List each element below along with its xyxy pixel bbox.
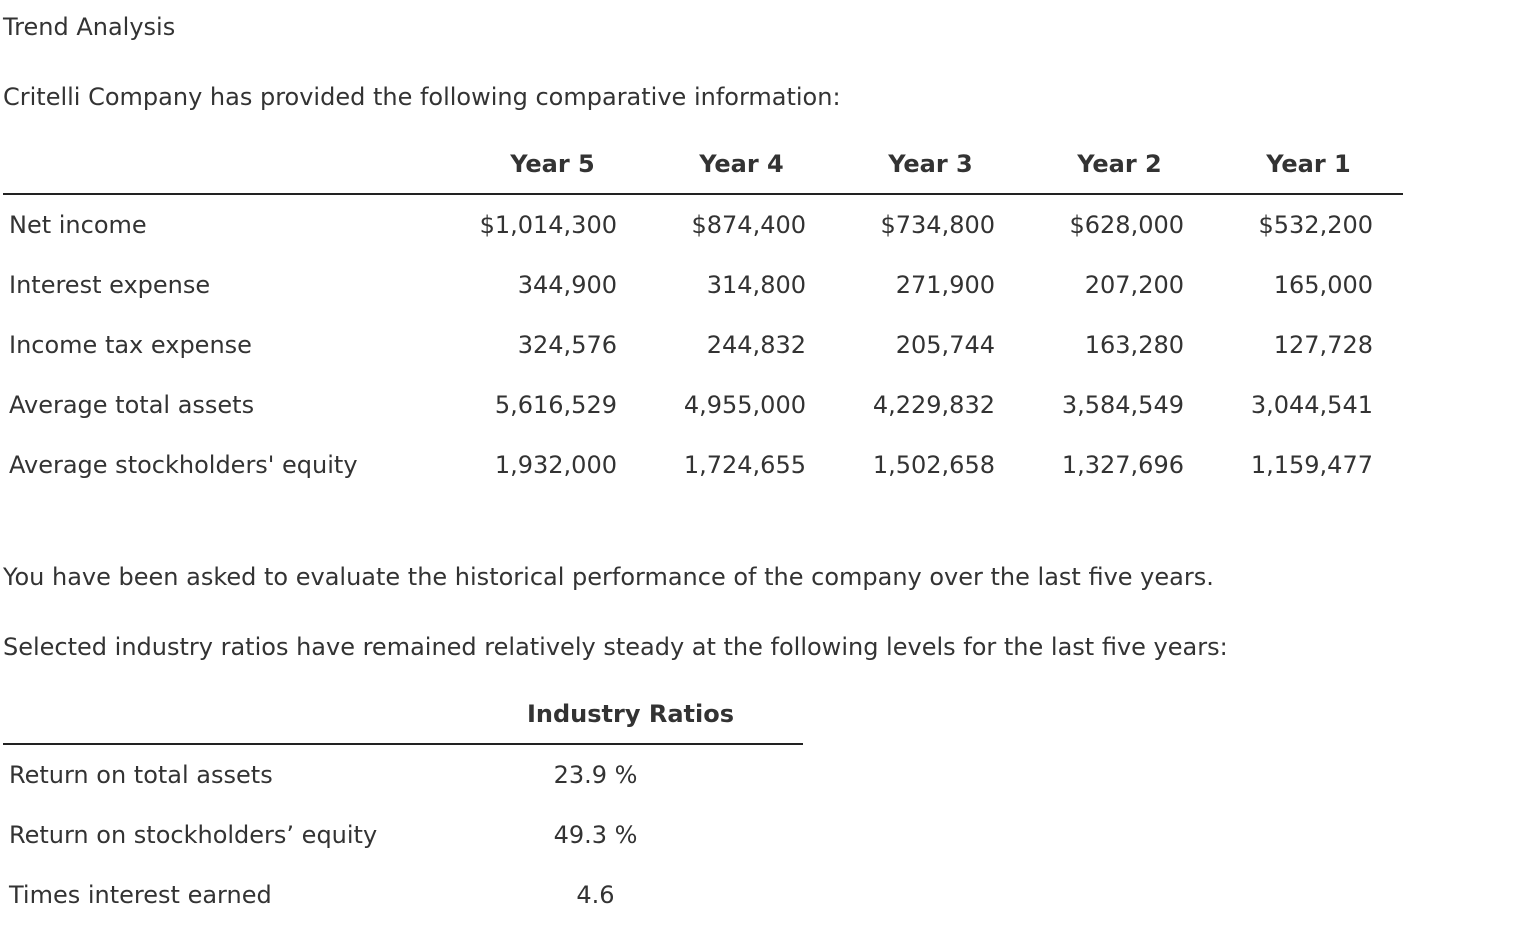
cell-value: 165,000 (1273, 271, 1373, 299)
row-label: Average stockholders' equity (9, 451, 358, 479)
cell-value: 314,800 (706, 271, 806, 299)
cell-value: 271,900 (895, 271, 995, 299)
ratio-row: Times interest earned 4.6 (3, 865, 803, 925)
ratio-label: Return on stockholders’ equity (9, 821, 378, 849)
table-row: Interest expense 344,900 314,800 271,900… (3, 255, 1403, 315)
intro-text: Critelli Company has provided the follow… (3, 83, 841, 111)
cell-value: 3,584,549 (1061, 391, 1184, 419)
ratio-value: 49.3 % (553, 821, 638, 849)
evaluation-text: You have been asked to evaluate the hist… (3, 563, 1214, 591)
cell-value: 205,744 (895, 331, 995, 359)
table-row: Average stockholders' equity 1,932,000 1… (3, 435, 1403, 495)
cell-value: 1,724,655 (683, 451, 806, 479)
cell-value: $1,014,300 (479, 211, 617, 239)
cell-value: 163,280 (1084, 331, 1184, 359)
page-title: Trend Analysis (3, 13, 176, 41)
industry-ratios-header: Industry Ratios (458, 684, 803, 745)
header-year-2: Year 2 (1025, 134, 1214, 195)
ratio-row: Return on total assets 23.9 % (3, 744, 803, 805)
header-year-5: Year 5 (458, 134, 647, 195)
cell-value: $628,000 (1069, 211, 1184, 239)
ratio-label: Return on total assets (9, 761, 273, 789)
header-year-1: Year 1 (1214, 134, 1403, 195)
industry-ratios-table: Industry Ratios Return on total assets 2… (3, 684, 803, 925)
comparative-table: Year 5 Year 4 Year 3 Year 2 Year 1 Net i… (3, 134, 1403, 495)
cell-value: 1,932,000 (494, 451, 617, 479)
table-header-row: Year 5 Year 4 Year 3 Year 2 Year 1 (3, 134, 1403, 195)
header-year-3: Year 3 (836, 134, 1025, 195)
cell-value: 1,502,658 (872, 451, 995, 479)
header-cell-blank (3, 134, 458, 195)
cell-value: 244,832 (706, 331, 806, 359)
cell-value: $532,200 (1258, 211, 1373, 239)
ratio-header-row: Industry Ratios (3, 684, 803, 745)
row-label: Average total assets (9, 391, 255, 419)
cell-value: 4,229,832 (872, 391, 995, 419)
cell-value: 324,576 (517, 331, 617, 359)
ratio-header-blank (3, 684, 458, 745)
ratio-value: 23.9 % (553, 761, 638, 789)
row-label: Net income (9, 211, 147, 239)
header-year-4: Year 4 (647, 134, 836, 195)
cell-value: 1,327,696 (1061, 451, 1184, 479)
cell-value: 1,159,477 (1250, 451, 1373, 479)
ratio-value: 4.6 (576, 881, 615, 909)
table-row: Income tax expense 324,576 244,832 205,7… (3, 315, 1403, 375)
ratio-row: Return on stockholders’ equity 49.3 % (3, 805, 803, 865)
ratio-label: Times interest earned (9, 881, 272, 909)
table-row: Net income $1,014,300 $874,400 $734,800 … (3, 194, 1403, 255)
cell-value: 207,200 (1084, 271, 1184, 299)
table-row: Average total assets 5,616,529 4,955,000… (3, 375, 1403, 435)
cell-value: 344,900 (517, 271, 617, 299)
cell-value: 4,955,000 (683, 391, 806, 419)
cell-value: 5,616,529 (494, 391, 617, 419)
row-label: Interest expense (9, 271, 211, 299)
row-label: Income tax expense (9, 331, 252, 359)
industry-text: Selected industry ratios have remained r… (3, 633, 1228, 661)
cell-value: 3,044,541 (1250, 391, 1373, 419)
cell-value: $734,800 (880, 211, 995, 239)
cell-value: 127,728 (1273, 331, 1373, 359)
cell-value: $874,400 (691, 211, 806, 239)
